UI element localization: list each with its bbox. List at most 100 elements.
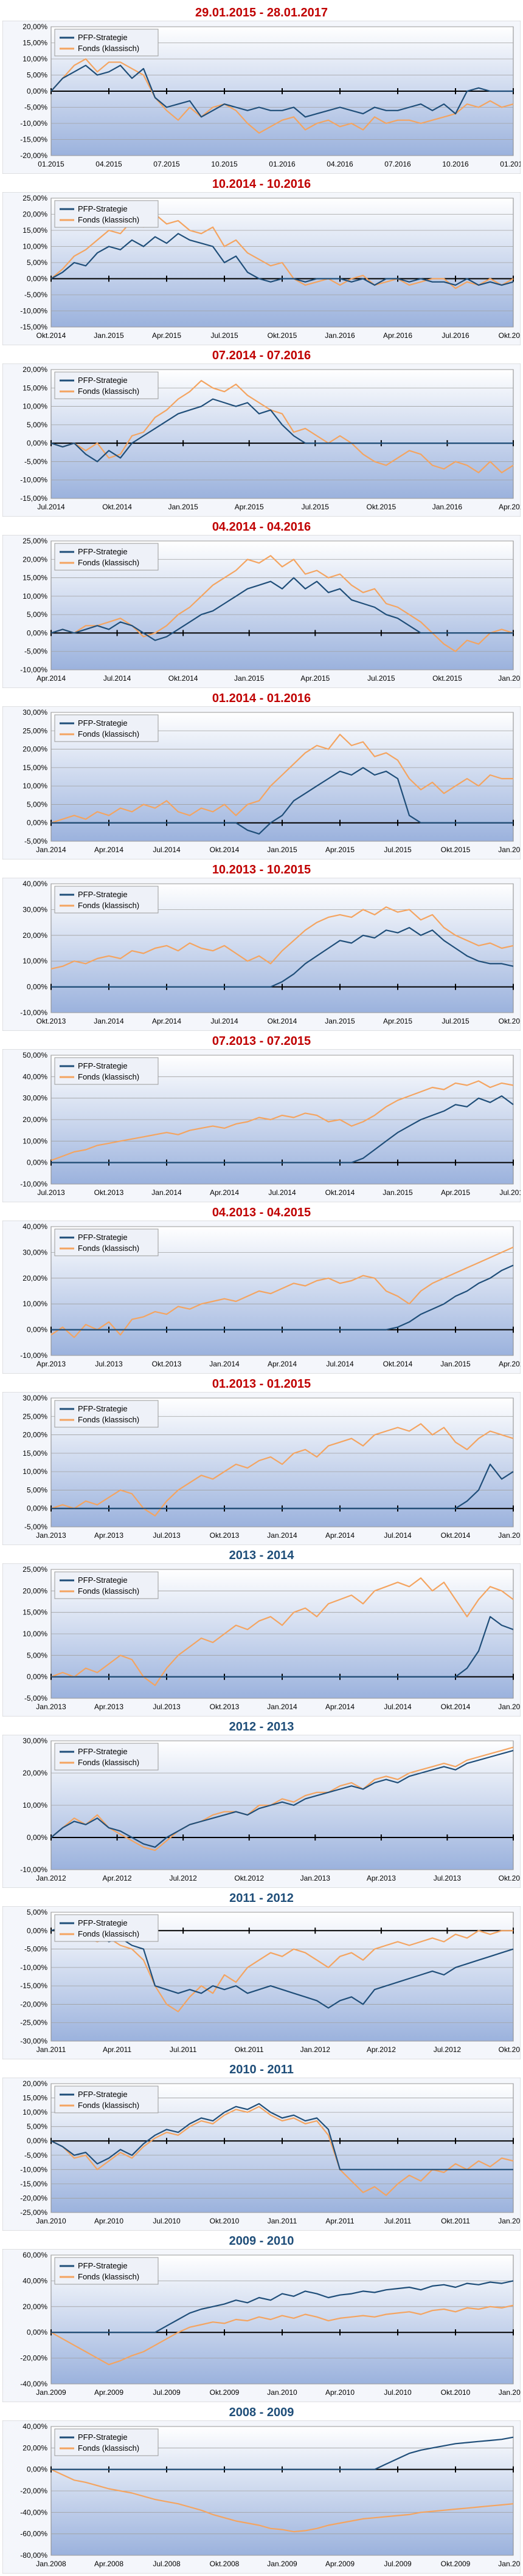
x-tick-label: Okt.2014 bbox=[383, 1360, 413, 1368]
x-tick-label: Jan.2014 bbox=[94, 1017, 124, 1025]
x-tick-label: Jul.2013 bbox=[434, 1874, 462, 1882]
x-tick-label: Apr.2015 bbox=[383, 1017, 412, 1025]
y-tick-label: 15,00% bbox=[23, 763, 47, 772]
y-tick-label: 10,00% bbox=[23, 1467, 47, 1476]
y-tick-label: 60,00% bbox=[23, 2251, 47, 2259]
y-tick-label: 0,00% bbox=[27, 2137, 47, 2145]
x-tick-label: Jul.2013 bbox=[95, 1360, 123, 1368]
chart-block: 2012 - 2013 30,00% 20,00% 10,00% 0,00% -10,00… bbox=[0, 1719, 523, 1890]
legend-label: PFP-Strategie bbox=[78, 376, 128, 385]
chart-title: 01.2013 - 01.2015 bbox=[212, 1377, 311, 1391]
x-tick-label: Apr.2008 bbox=[94, 2560, 123, 2568]
x-tick-label: Apr.2015 bbox=[300, 674, 330, 683]
legend: PFP-Strategie Fonds (klassisch) bbox=[54, 371, 159, 399]
y-tick-label: -10,00% bbox=[20, 666, 47, 674]
chart-title: 01.2014 - 01.2016 bbox=[212, 692, 311, 705]
legend: PFP-Strategie Fonds (klassisch) bbox=[54, 1057, 159, 1085]
x-tick-label: Jan.2013 bbox=[36, 1703, 66, 1711]
y-tick-label: 40,00% bbox=[23, 880, 47, 888]
x-tick-label: Okt.2014 bbox=[102, 503, 132, 511]
x-tick-label: Jan.2008 bbox=[36, 2560, 66, 2568]
x-tick-label: Apr.2013 bbox=[36, 1360, 66, 1368]
x-tick-label: Jan.2015 bbox=[168, 503, 198, 511]
legend-box bbox=[54, 714, 159, 742]
y-tick-label: 10,00% bbox=[23, 782, 47, 790]
y-tick-label: 15,00% bbox=[23, 2094, 47, 2102]
x-tick-label: Jan.2011 bbox=[499, 2388, 521, 2397]
y-tick-label: -25,00% bbox=[20, 2208, 47, 2217]
y-tick-label: 20,00% bbox=[23, 1769, 47, 1777]
series-line-fonds bbox=[50, 906, 514, 969]
x-tick-label: Jan.2013 bbox=[36, 1531, 66, 1540]
y-tick-label: 25,00% bbox=[23, 537, 47, 545]
series-line-pfp bbox=[50, 577, 513, 641]
y-tick-label: 40,00% bbox=[23, 2422, 47, 2431]
x-tick-label: Jan.2015 bbox=[440, 1360, 471, 1368]
y-tick-label: -15,00% bbox=[20, 1982, 47, 1990]
legend-label: PFP-Strategie bbox=[78, 1404, 128, 1413]
chart-block: 04.2014 - 04.2016 25,00% 20,00% 15,00% 10,00… bbox=[0, 519, 523, 690]
x-tick-label: Apr.2014 bbox=[152, 1017, 181, 1025]
x-tick-label: Jul.2015 bbox=[499, 1188, 521, 1197]
legend-box bbox=[54, 2257, 159, 2285]
legend-label: PFP-Strategie bbox=[78, 718, 128, 728]
y-tick-label: -10,00% bbox=[20, 1008, 47, 1017]
y-tick-label: 10,00% bbox=[23, 1801, 47, 1810]
y-tick-label: 15,00% bbox=[23, 574, 47, 582]
x-tick-label: Jan.2010 bbox=[36, 2217, 66, 2225]
y-tick-label: -30,00% bbox=[20, 2037, 47, 2045]
x-tick-label: Apr.2012 bbox=[367, 2045, 396, 2054]
legend-box bbox=[54, 2428, 159, 2456]
x-tick-label: Okt.2010 bbox=[210, 2217, 240, 2225]
legend-label: Fonds (klassisch) bbox=[78, 558, 139, 567]
x-tick-label: Jul.2015 bbox=[210, 331, 238, 340]
legend-box bbox=[54, 543, 159, 571]
legend: PFP-Strategie Fonds (klassisch) bbox=[54, 886, 159, 914]
line-chart: 60,00%40,00%20,00%0,00%-20,00%-40,00%Jan… bbox=[2, 2249, 521, 2402]
series-line-fonds bbox=[50, 2106, 514, 2196]
x-tick-label: Jul.2011 bbox=[170, 2045, 197, 2054]
chart-title: 10.2013 - 10.2015 bbox=[212, 863, 311, 876]
y-tick-label: 20,00% bbox=[23, 2302, 47, 2311]
y-tick-label: 30,00% bbox=[23, 1394, 47, 1402]
series-line-fonds bbox=[50, 1080, 514, 1162]
y-tick-label: -5,00% bbox=[24, 1523, 47, 1531]
x-tick-label: Jan.2015 bbox=[498, 1531, 521, 1540]
series-line-pfp bbox=[51, 1095, 514, 1163]
y-tick-label: 20,00% bbox=[23, 1115, 47, 1124]
legend-box bbox=[54, 29, 159, 57]
legend: PFP-Strategie Fonds (klassisch) bbox=[54, 200, 159, 228]
x-tick-label: Jan.2012 bbox=[498, 2217, 521, 2225]
legend-label: PFP-Strategie bbox=[78, 1747, 128, 1756]
x-tick-label: Jul.2013 bbox=[153, 1703, 181, 1711]
y-tick-label: 10,00% bbox=[23, 1630, 47, 1638]
y-tick-label: 0,00% bbox=[27, 1926, 47, 1935]
x-tick-label: Jul.2014 bbox=[103, 674, 131, 683]
x-tick-label: Jul.2014 bbox=[210, 1017, 238, 1025]
series-line-pfp bbox=[50, 1926, 514, 2009]
legend-box bbox=[54, 371, 159, 399]
x-tick-label: Okt.2015 bbox=[268, 331, 297, 340]
x-tick-label: Apr.2010 bbox=[325, 2388, 355, 2397]
line-chart: 25,00% 20,00% 15,00% 10,00% 5,00% 0,00% -5,00%… bbox=[2, 192, 521, 345]
y-tick-label: 10,00% bbox=[23, 1300, 47, 1308]
x-tick-label: 04.2016 bbox=[327, 160, 353, 168]
x-tick-label: Jan.2015 bbox=[383, 1188, 413, 1197]
x-tick-label: Apr.2015 bbox=[441, 1188, 470, 1197]
y-tick-label: 5,00% bbox=[27, 1486, 47, 1494]
y-tick-label: -10,00% bbox=[20, 1963, 47, 1972]
x-tick-label: Okt.2013 bbox=[210, 1531, 240, 1540]
x-tick-label: Jan.2010 bbox=[267, 2388, 297, 2397]
x-tick-label: Jan.2016 bbox=[325, 331, 355, 340]
y-tick-label: 20,00% bbox=[23, 2443, 47, 2452]
y-tick-label: -15,00% bbox=[20, 2180, 47, 2188]
series-line-pfp bbox=[50, 1749, 514, 1848]
x-tick-label: Jul.2015 bbox=[442, 1017, 469, 1025]
x-tick-label: Jan.2009 bbox=[36, 2388, 66, 2397]
y-tick-label: 20,00% bbox=[23, 1586, 47, 1595]
chart-block: 04.2013 - 04.2015 40,00% 30,00% 20,00% 10,00… bbox=[0, 1205, 523, 1376]
legend-label: PFP-Strategie bbox=[78, 1061, 128, 1070]
legend-box bbox=[54, 886, 159, 914]
x-tick-label: Jan.2012 bbox=[300, 2045, 331, 2054]
x-tick-label: Apr.2012 bbox=[103, 1874, 132, 1882]
